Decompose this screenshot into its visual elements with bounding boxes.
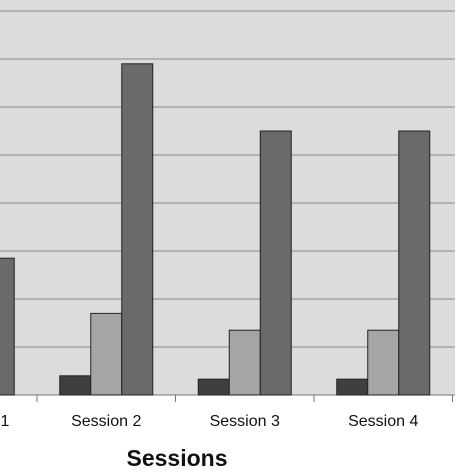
x-tick-label: 1 <box>1 413 10 430</box>
bar <box>398 130 431 396</box>
x-tick-label: Session 4 <box>348 413 418 430</box>
bar <box>121 63 154 396</box>
x-tick-label: Session 2 <box>71 413 141 430</box>
plot-area <box>0 0 455 395</box>
bar <box>197 378 230 396</box>
bar <box>0 257 15 396</box>
bar <box>367 329 400 396</box>
bar <box>259 130 292 396</box>
bar <box>59 375 92 396</box>
bar <box>336 378 369 396</box>
x-axis-title: Sessions <box>127 445 228 471</box>
bar <box>228 329 261 396</box>
x-tick-label: Session 3 <box>210 413 280 430</box>
bar <box>90 312 123 396</box>
